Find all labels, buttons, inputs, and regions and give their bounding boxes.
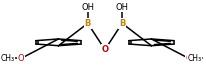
Text: CH₃: CH₃ [188, 54, 202, 63]
Text: OH: OH [81, 3, 94, 12]
Text: O: O [186, 54, 192, 63]
Text: O: O [18, 54, 24, 63]
Text: O: O [101, 45, 108, 54]
Text: B: B [85, 19, 91, 28]
Text: OH: OH [116, 3, 129, 12]
Text: CH₃: CH₃ [1, 54, 15, 63]
Text: B: B [119, 19, 125, 28]
